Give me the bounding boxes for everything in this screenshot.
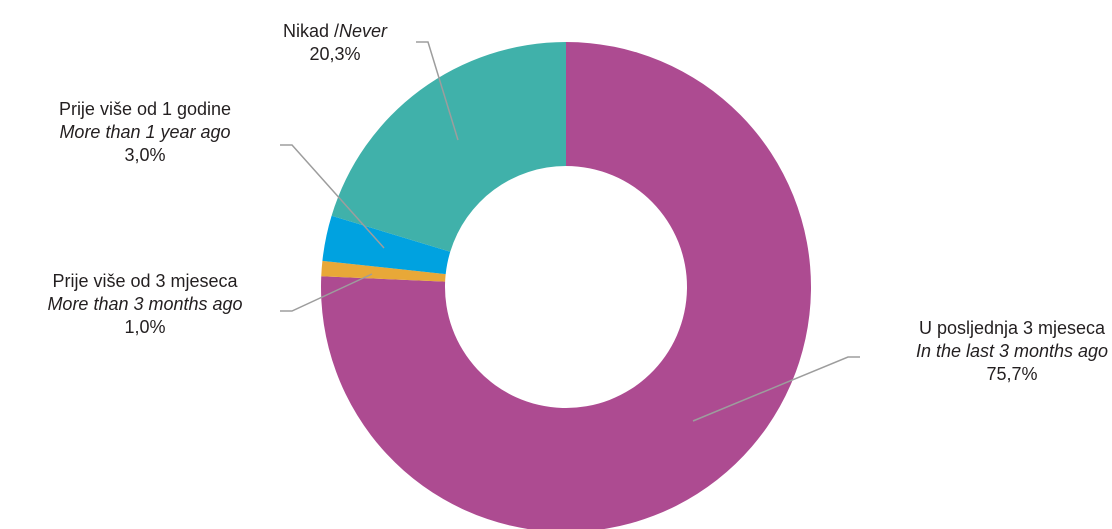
- label-more-than-1-year-line1: Prije više od 1 godine: [58, 99, 232, 119]
- label-last-3-months-pct: 75,7%: [986, 364, 1038, 384]
- label-more-than-1-year-pct: 3,0%: [124, 145, 166, 165]
- label-more-than-3-months: Prije više od 3 mjeseca More than 3 mont…: [6, 270, 284, 339]
- label-more-than-3-months-pct: 1,0%: [124, 317, 166, 337]
- label-more-than-1-year-line2: More than 1 year ago: [59, 122, 231, 142]
- leader-more-than-3-months: [280, 273, 373, 312]
- label-more-than-1-year: Prije više od 1 godine More than 1 year …: [20, 98, 270, 167]
- label-last-3-months-line2: In the last 3 months ago: [915, 341, 1109, 361]
- label-never-pct: 20,3%: [309, 44, 361, 64]
- leader-more-than-1-year: [280, 144, 385, 249]
- label-more-than-3-months-line2: More than 3 months ago: [47, 294, 243, 314]
- leader-last-3-months: [692, 356, 860, 422]
- label-never-line1: Nikad /: [282, 21, 339, 41]
- label-more-than-3-months-line1: Prije više od 3 mjeseca: [52, 271, 238, 291]
- slice-last-3-months: [321, 42, 811, 529]
- label-last-3-months: U posljednja 3 mjeseca In the last 3 mon…: [915, 317, 1109, 386]
- label-never: Nikad /Never 20,3%: [240, 20, 430, 66]
- slice-more-than-1-year: [322, 215, 451, 275]
- slice-more-than-3-months: [321, 260, 446, 282]
- label-never-line2: Never: [339, 21, 388, 41]
- slice-never: [331, 42, 566, 252]
- label-last-3-months-line1: U posljednja 3 mjeseca: [918, 318, 1106, 338]
- leader-never: [416, 41, 459, 141]
